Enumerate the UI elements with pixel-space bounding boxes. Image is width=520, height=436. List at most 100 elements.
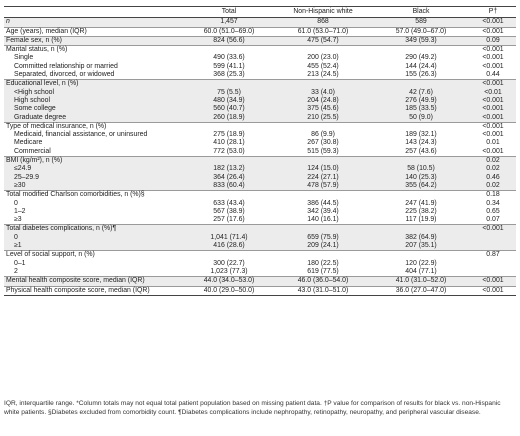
row-label: 0 — [4, 233, 184, 243]
p-value — [470, 268, 516, 277]
p-value: <0.001 — [470, 17, 516, 28]
p-value: <0.001 — [482, 54, 504, 62]
black-value: 117 (19.9) — [405, 216, 437, 224]
table-row: Mental health composite score, median (I… — [4, 276, 516, 286]
table-row: Some college 560 (40.7) 375 (45.6) 185 (33.… — [4, 105, 516, 114]
non-hispanic-white-value — [274, 121, 372, 132]
p-value: <0.001 — [482, 131, 504, 139]
table-row: Total diabetes complications, n (%)¶ <0.0… — [4, 224, 516, 234]
row-label: Some college — [4, 105, 184, 114]
black-value: 247 (41.9) — [405, 199, 437, 207]
non-hispanic-white-value: 213 (24.5) — [307, 71, 339, 79]
p-value: 0.02 — [470, 156, 516, 166]
table-row: High school 480 (34.9) 204 (24.8) 276 (49.9… — [4, 96, 516, 106]
non-hispanic-white-value: 33 (4.0) — [274, 88, 372, 97]
non-hispanic-white-value: 455 (52.4) — [307, 62, 339, 70]
total-value — [184, 121, 274, 132]
total-value: 75 (5.5) — [184, 88, 274, 97]
total-value — [184, 224, 274, 234]
total-value: 824 (56.6) — [184, 35, 274, 46]
non-hispanic-white-value: 386 (44.5) — [307, 199, 339, 207]
table-row: 25–29.9 364 (26.4) 224 (27.1) 140 (25.3) 0.4… — [4, 173, 516, 182]
p-value — [470, 260, 516, 268]
row-label: Educational level, n (%) — [4, 79, 184, 89]
header-black: Black — [372, 5, 470, 19]
total-value: 60.0 (51.0–69.0) — [184, 26, 274, 37]
table-row: Level of social support, n (%) 0.87 — [4, 250, 516, 260]
p-value: <0.001 — [482, 147, 504, 155]
header-label-cell — [4, 5, 184, 19]
table-row: Total modified Charlson comorbidities, n… — [4, 190, 516, 200]
table-row: Commercial 772 (53.0) 515 (59.3) 257 (43.6)… — [4, 148, 516, 157]
p-value: 0.18 — [470, 190, 516, 200]
table-row: Committed relationship or married 599 (41… — [4, 63, 516, 71]
p-value: <0.001 — [470, 285, 516, 296]
row-label: 0 — [14, 199, 18, 207]
black-value: 42 (7.6) — [372, 88, 470, 97]
black-value: 290 (49.2) — [405, 54, 437, 62]
black-value: 207 (35.1) — [372, 242, 470, 251]
total-value: 833 (60.4) — [184, 181, 274, 191]
p-value: 0.02 — [470, 181, 516, 191]
row-label: 2 — [14, 267, 18, 275]
non-hispanic-white-value: 475 (54.7) — [274, 35, 372, 46]
table-row: ≥30 833 (60.4) 478 (57.9) 355 (64.2) 0.02 — [4, 181, 516, 191]
table-row: Physical health composite score, median … — [4, 285, 516, 296]
non-hispanic-white-value: 124 (15.0) — [274, 165, 372, 174]
table-row: <High school 75 (5.5) 33 (4.0) 42 (7.6) <0.0… — [4, 88, 516, 97]
total-value: 1,041 (71.4) — [184, 233, 274, 243]
p-value: <0.001 — [482, 62, 504, 70]
table-body: n 1,457 868 589 <0.001 Age (years), median (I… — [4, 17, 516, 296]
table-row: Age (years), median (IQR) 60.0 (51.0–69.0… — [4, 26, 516, 37]
row-label: Mental health composite score, median (I… — [4, 276, 184, 286]
non-hispanic-white-value: 204 (24.8) — [274, 96, 372, 106]
p-value: 0.46 — [470, 173, 516, 182]
p-value — [470, 242, 516, 251]
p-value: 0.44 — [486, 71, 500, 79]
non-hispanic-white-value: 224 (27.1) — [274, 173, 372, 182]
table-row: ≥3 257 (17.6) 140 (16.1) 117 (19.9) 0.07 — [4, 216, 516, 225]
total-value: 633 (43.4) — [213, 199, 245, 207]
p-value: <0.001 — [470, 276, 516, 286]
row-label: 1–2 — [14, 207, 26, 215]
non-hispanic-white-value: 515 (59.3) — [307, 147, 339, 155]
p-value: <0.001 — [470, 105, 516, 114]
table-row: Graduate degree 260 (18.9) 210 (25.5) 50 (9… — [4, 113, 516, 123]
black-value — [372, 121, 470, 132]
total-value: 599 (41.1) — [213, 62, 245, 70]
non-hispanic-white-value: 375 (45.6) — [274, 105, 372, 114]
row-label: ≥3 — [14, 216, 22, 224]
table-row: Female sex, n (%) 824 (56.6) 475 (54.7) 349… — [4, 35, 516, 46]
p-value: 0.34 — [486, 199, 500, 207]
total-value: 364 (26.4) — [184, 173, 274, 182]
total-value: 1,457 — [184, 17, 274, 28]
non-hispanic-white-value: 180 (22.5) — [307, 259, 339, 267]
black-value: 36.0 (27.0–47.0) — [372, 285, 470, 296]
black-value: 189 (32.1) — [405, 131, 437, 139]
black-value: 257 (43.6) — [405, 147, 437, 155]
total-value: 490 (33.6) — [213, 54, 245, 62]
black-value — [372, 190, 470, 200]
total-value: 368 (25.3) — [213, 71, 245, 79]
black-value: 225 (38.2) — [405, 207, 437, 215]
table-row: BMI (kg/m²), n (%) 0.02 — [4, 156, 516, 166]
row-label: ≤24.9 — [4, 165, 184, 174]
table-row: n 1,457 868 589 <0.001 — [4, 17, 516, 28]
row-label: ≥1 — [4, 242, 184, 251]
total-value: 1,023 (77.3) — [210, 267, 248, 275]
black-value: 58 (10.5) — [372, 165, 470, 174]
black-value — [372, 224, 470, 234]
black-value — [372, 79, 470, 89]
total-value: 300 (22.7) — [213, 259, 245, 267]
non-hispanic-white-value: 43.0 (31.0–51.0) — [274, 285, 372, 296]
characteristics-table: Total Non-Hispanic white Black P† n 1,457… — [4, 5, 516, 296]
row-label: Medicaid, financial assistance, or unins… — [14, 131, 148, 139]
p-value — [470, 233, 516, 243]
table-row: 2 1,023 (77.3) 619 (77.5) 404 (77.1) — [4, 268, 516, 277]
p-value: <0.001 — [470, 121, 516, 132]
total-value — [184, 79, 274, 89]
black-value: 276 (49.9) — [372, 96, 470, 106]
black-value: 355 (64.2) — [372, 181, 470, 191]
row-label: Age (years), median (IQR) — [4, 26, 184, 37]
table-row: Educational level, n (%) <0.001 — [4, 79, 516, 89]
